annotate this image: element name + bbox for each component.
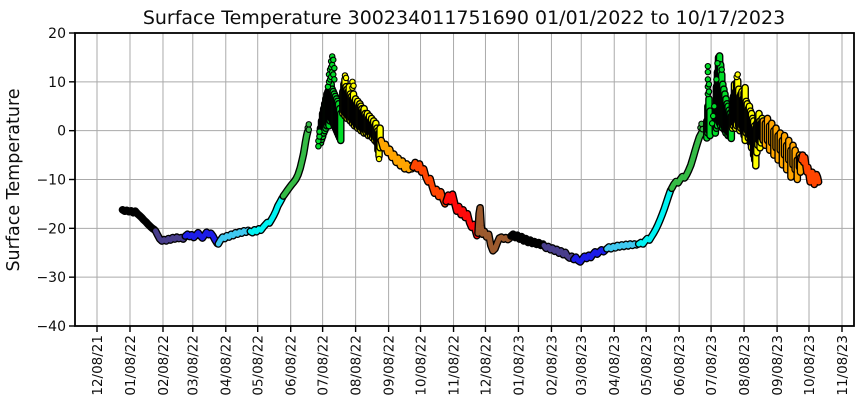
x-tick-label: 12/08/22	[478, 335, 494, 396]
x-tick-label: 11/08/22	[446, 335, 462, 396]
x-tick-label: 10/08/23	[802, 335, 818, 396]
series-nov-2022	[443, 191, 480, 239]
x-tick-label: 09/08/22	[381, 335, 397, 396]
series-jul-2022-dot	[316, 128, 323, 135]
x-tick-label: 01/08/22	[123, 335, 139, 396]
x-tick-label: 09/08/23	[770, 335, 786, 396]
y-tick-label: 10	[48, 75, 66, 91]
x-tick-label: 04/08/23	[607, 335, 623, 396]
series-jul-2023-dot	[711, 103, 718, 110]
series-jul-2023-dot	[708, 120, 716, 127]
x-tick-label: 02/08/22	[156, 335, 172, 396]
series-oct-2023	[799, 152, 822, 187]
y-tick-label: −30	[36, 270, 66, 286]
x-tick-label: 06/08/23	[672, 335, 688, 396]
x-tick-label: 04/08/22	[219, 335, 235, 396]
x-tick-label: 05/08/22	[251, 335, 267, 396]
series-jul-2022-dot	[315, 143, 322, 150]
x-tick-label: 07/08/22	[315, 335, 331, 396]
series-sep-2022	[378, 137, 415, 173]
x-tick-label: 12/08/21	[90, 335, 106, 396]
y-tick-label: 0	[57, 124, 66, 140]
series-aug-2022-dot	[350, 82, 357, 89]
series-oct-2022	[410, 159, 448, 207]
series-feb-2023	[541, 242, 576, 262]
plot-contents: 20 10 0 −10 −20 −30 −40 12/08/21 01/08/22 02/08/2…	[36, 26, 855, 396]
y-tick-label: −20	[36, 221, 66, 237]
series-jul-2023-dot	[713, 76, 720, 83]
series-aug-2022-dot	[342, 74, 350, 82]
series-jul-2023-dot	[714, 60, 721, 67]
y-axis-label: Surface Temperature	[4, 88, 24, 271]
x-tick-label: 08/08/22	[348, 335, 364, 396]
chart-title: Surface Temperature 300234011751690 01/0…	[143, 7, 785, 29]
series-jul-2022-dot	[331, 64, 338, 72]
x-tick-label: 10/08/22	[413, 335, 429, 396]
series-mar-2023	[571, 247, 609, 265]
x-tick-label: 05/08/23	[639, 335, 655, 396]
series-feb-2022	[153, 228, 187, 244]
x-tick-label: 01/08/23	[511, 335, 527, 396]
series-aug-2022-dot	[375, 155, 383, 163]
series-jun-2022-dot	[305, 126, 313, 133]
x-tick-label: 02/08/23	[544, 335, 560, 396]
series-jul-2023-dot	[705, 81, 713, 88]
x-tick-label: 03/08/22	[186, 335, 202, 396]
series-apr-2023	[604, 241, 640, 252]
series-jun-2022-dot	[305, 121, 313, 128]
y-tick-label: −40	[36, 319, 66, 335]
series-jul-2023-dot	[704, 68, 712, 76]
series-apr-2022	[215, 227, 252, 247]
series-jun-2022	[280, 129, 311, 199]
x-tick-label: 06/08/22	[284, 335, 300, 396]
x-tick-label: 08/08/23	[737, 335, 753, 396]
x-tick-label: 07/08/23	[704, 335, 720, 396]
series-jan-2022	[120, 207, 157, 233]
series-mar-2022	[182, 229, 220, 246]
y-tick-label: 20	[48, 26, 66, 42]
series-jan-2023	[508, 231, 546, 248]
series-aug-2023-dot	[734, 71, 741, 78]
series-may-2023	[636, 187, 674, 247]
series-jul-2023-dot	[704, 62, 712, 70]
x-tick-label: 11/08/23	[835, 335, 851, 396]
series-jul-2023-dot	[718, 66, 725, 73]
series-jul-2023-dot	[709, 112, 717, 120]
series-may-2022	[247, 195, 285, 236]
series-jun-2023	[669, 129, 706, 191]
series-jul-2023-dot	[705, 88, 713, 95]
x-tick-label: 03/08/23	[574, 335, 590, 396]
series-dec-2022	[475, 205, 513, 254]
y-tick-label: −10	[36, 173, 66, 189]
series-jul-2022-dot	[331, 76, 338, 83]
series-jul-2022-dot	[330, 56, 337, 64]
